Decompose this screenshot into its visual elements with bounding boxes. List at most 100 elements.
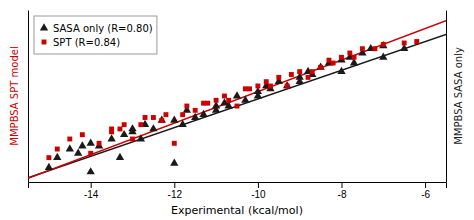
point	[172, 141, 177, 146]
point	[339, 55, 344, 60]
point	[151, 115, 156, 120]
y2-axis-title: MMPBSA SASA only	[453, 47, 464, 145]
x-tick-mark	[258, 182, 259, 188]
point	[337, 55, 345, 62]
point	[88, 151, 93, 156]
point	[318, 65, 323, 70]
y-axis-line	[28, 11, 29, 183]
legend-symbol	[42, 40, 47, 45]
legend-label: SASA only (R=0.80)	[53, 23, 153, 34]
point	[289, 72, 294, 77]
legend-box	[34, 16, 157, 54]
point	[163, 112, 168, 117]
point	[180, 112, 185, 117]
point	[122, 122, 127, 127]
point	[414, 39, 419, 44]
x-tick-mark	[174, 182, 175, 188]
point	[87, 167, 95, 174]
plot: -14 -12 -10 -8 -6	[28, 11, 447, 201]
x-tick-label: -10	[251, 189, 266, 200]
x-axis-line	[29, 183, 447, 189]
point	[149, 124, 157, 131]
point	[55, 147, 60, 152]
point	[118, 127, 123, 132]
point	[297, 69, 302, 74]
point	[45, 163, 53, 170]
point	[95, 141, 103, 148]
point	[254, 91, 262, 98]
y2-axis	[446, 11, 447, 183]
point	[78, 141, 86, 148]
fit-line	[28, 34, 446, 177]
point	[379, 41, 387, 48]
point	[66, 144, 74, 151]
y2-axis-line	[446, 11, 447, 183]
point	[201, 101, 206, 106]
point	[97, 141, 102, 146]
x-tick-mark	[425, 182, 426, 188]
point	[372, 46, 377, 51]
x-tick-label: -14	[84, 189, 99, 200]
point	[178, 120, 186, 127]
point	[255, 84, 260, 89]
x-tick: -6	[421, 182, 430, 200]
x-tick-label: -6	[421, 189, 430, 200]
legend-label: SPT (R=0.84)	[53, 37, 120, 48]
point	[306, 75, 311, 80]
point	[337, 67, 345, 74]
legend-item: SASA only (R=0.80)	[40, 23, 153, 34]
point-series	[45, 41, 409, 174]
point-series	[46, 39, 419, 160]
chart: -14-12-10-8-6Experimental (kcal/mol)MMPB…	[0, 0, 474, 220]
point	[191, 113, 199, 120]
point	[347, 51, 352, 56]
point	[170, 159, 178, 166]
point	[379, 52, 387, 59]
marks	[28, 21, 446, 179]
point	[226, 98, 231, 103]
point	[159, 118, 164, 123]
point	[310, 69, 315, 74]
point	[241, 95, 249, 102]
point	[107, 134, 115, 141]
legend: SASA only (R=0.80) SPT (R=0.84)	[34, 16, 157, 54]
point	[214, 98, 219, 103]
point	[109, 127, 114, 132]
point	[116, 153, 124, 160]
point	[46, 155, 51, 160]
x-tick: -10	[251, 182, 266, 200]
point	[352, 55, 357, 60]
point	[316, 63, 324, 70]
x-tick-mark	[91, 182, 92, 188]
point	[243, 86, 248, 91]
point	[381, 42, 386, 47]
point	[296, 77, 304, 84]
point	[193, 108, 198, 113]
x-tick: -12	[168, 182, 183, 200]
point	[402, 41, 407, 46]
point	[74, 149, 82, 156]
point	[53, 153, 61, 160]
point	[285, 84, 290, 89]
point	[264, 79, 269, 84]
point	[247, 86, 252, 91]
x-tick: -8	[338, 182, 347, 200]
legend-symbol	[40, 23, 48, 30]
point	[184, 104, 189, 109]
point	[276, 75, 281, 80]
point	[327, 58, 332, 63]
legend-item: SPT (R=0.84)	[42, 37, 121, 48]
point	[199, 110, 207, 117]
point	[268, 84, 273, 89]
x-axis: -14 -12 -10 -8 -6	[29, 182, 447, 200]
point	[222, 94, 227, 99]
point	[233, 91, 241, 98]
y-axis-title: MMPBSA SPT model	[9, 46, 20, 145]
point	[80, 132, 85, 137]
point	[266, 84, 274, 91]
point	[170, 116, 178, 123]
point	[331, 61, 336, 66]
point	[130, 137, 135, 142]
point	[128, 124, 136, 131]
point	[67, 137, 72, 142]
